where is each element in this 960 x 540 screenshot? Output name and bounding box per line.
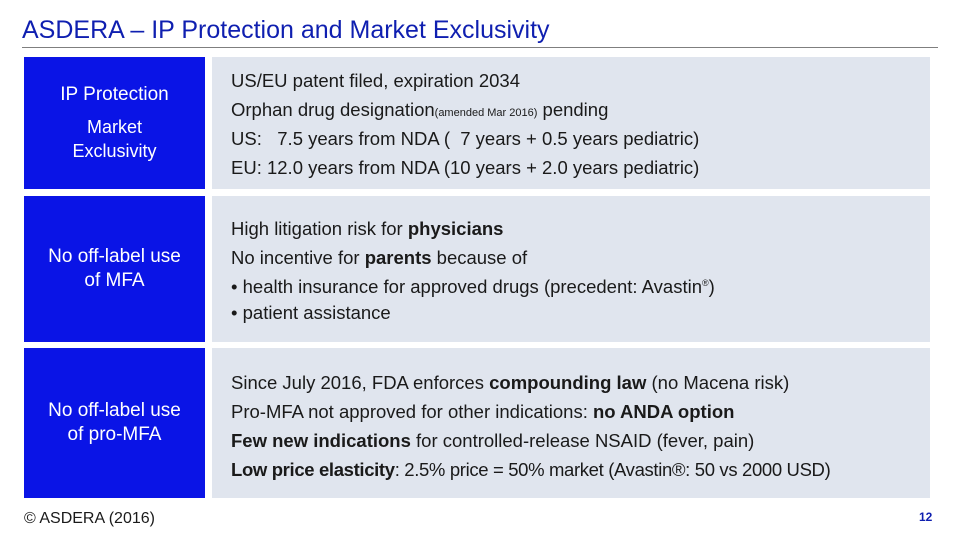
page-number: 12 xyxy=(919,510,933,524)
text-segment: Pro-MFA not approved for other indicatio… xyxy=(231,401,593,422)
content-line: Since July 2016, FDA enforces compoundin… xyxy=(231,372,789,394)
content-line: • patient assistance xyxy=(231,302,391,323)
text-emphasis: physicians xyxy=(407,218,504,239)
label-line: Market Exclusivity xyxy=(72,117,157,161)
text-segment: for controlled-release NSAID (fever, pai… xyxy=(410,430,755,451)
content-line: Orphan drug designation(amended Mar 2016… xyxy=(231,99,608,121)
content-line: EU: 12.0 years from NDA (10 years + 2.0 … xyxy=(231,157,700,178)
copyright-footer: © ASDERA (2016) xyxy=(24,510,155,527)
label-line: of pro-MFA xyxy=(67,424,162,445)
text-segment: No incentive for xyxy=(231,247,365,268)
content-line: US: 7.5 years from NDA ( 7 years + 0.5 y… xyxy=(231,128,700,149)
content-line: Pro-MFA not approved for other indicatio… xyxy=(231,401,734,423)
content-line: • health insurance for approved drugs (p… xyxy=(231,276,715,298)
registered-mark: ® xyxy=(701,277,709,288)
text-emphasis: compounding law xyxy=(489,372,647,393)
row-content-ip-protection: US/EU patent filed, expiration 2034 Orph… xyxy=(212,57,930,189)
text-emphasis: Low price elasticity xyxy=(231,459,395,480)
row-label-no-off-label-mfa: No off-label use of MFA xyxy=(24,196,205,342)
label-line: No off-label use xyxy=(48,246,181,267)
title-divider xyxy=(22,47,938,48)
text-emphasis: parents xyxy=(364,247,432,268)
text-segment: : 2.5% price = 50% market (Avastin®: 50 … xyxy=(394,459,831,480)
text-segment: Since July 2016, FDA enforces xyxy=(231,372,490,393)
text-segment: pending xyxy=(537,99,609,120)
text-segment: (no Macena risk) xyxy=(646,372,790,393)
label-line: of MFA xyxy=(84,270,145,291)
text-segment: (amended Mar 2016) xyxy=(434,107,538,119)
row-label-ip-protection: IP Protection Market Exclusivity xyxy=(24,57,205,189)
content-line: US/EU patent filed, expiration 2034 xyxy=(231,70,520,91)
row-label-no-off-label-pro-mfa: No off-label use of pro-MFA xyxy=(24,348,205,498)
content-line: Low price elasticity: 2.5% price = 50% m… xyxy=(231,459,831,481)
text-emphasis: Few new indications xyxy=(231,430,411,451)
label-line: IP Protection xyxy=(60,84,169,105)
content-line: Few new indications for controlled-relea… xyxy=(231,430,754,452)
text-emphasis: no ANDA option xyxy=(592,401,735,422)
text-segment: Orphan drug designation xyxy=(231,99,435,120)
text-segment: • health insurance for approved drugs (p… xyxy=(231,276,702,297)
row-content-no-off-label-mfa: High litigation risk for physicians No i… xyxy=(212,196,930,342)
label-line: No off-label use xyxy=(48,400,181,421)
row-content-no-off-label-pro-mfa: Since July 2016, FDA enforces compoundin… xyxy=(212,348,930,498)
content-line: High litigation risk for physicians xyxy=(231,218,503,240)
text-segment: ) xyxy=(708,276,715,297)
slide-title: ASDERA – IP Protection and Market Exclus… xyxy=(22,16,550,44)
text-segment: because of xyxy=(431,247,528,268)
content-line: No incentive for parents because of xyxy=(231,247,527,269)
text-segment: High litigation risk for xyxy=(231,218,408,239)
